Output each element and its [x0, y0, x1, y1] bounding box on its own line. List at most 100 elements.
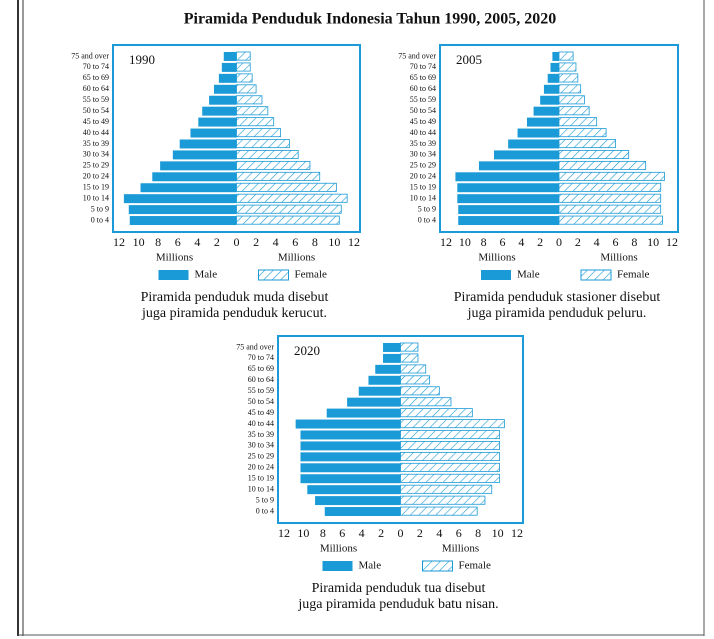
female-bar — [558, 73, 579, 83]
female-bar — [400, 484, 493, 494]
x-tick-label: 6 — [500, 235, 506, 249]
male-bar — [552, 51, 559, 61]
female-bar — [236, 193, 348, 203]
x-tick-label: 4 — [194, 235, 200, 249]
male-bar — [300, 474, 401, 484]
female-bar — [236, 95, 263, 105]
female-bar — [400, 364, 427, 374]
female-bar — [236, 150, 299, 159]
age-label: 10 to 14 — [83, 193, 109, 202]
female-bar — [236, 182, 337, 192]
male-bar — [152, 172, 237, 182]
female-bar — [236, 204, 342, 214]
x-tick-label: 10 — [297, 526, 309, 540]
age-label: 25 to 29 — [410, 161, 436, 170]
female-bar — [400, 342, 419, 352]
x-tick-label: 12 — [511, 526, 523, 540]
male-bar — [209, 95, 237, 105]
male-bar — [383, 342, 401, 352]
age-label: 40 to 44 — [248, 419, 274, 428]
x-tick-label: 6 — [339, 526, 345, 540]
male-bar — [508, 139, 559, 149]
age-label: 15 to 19 — [83, 183, 109, 192]
x-tick-label: 10 — [328, 235, 340, 249]
female-bar — [400, 473, 500, 483]
female-bar — [400, 430, 500, 440]
age-label: 0 to 4 — [418, 215, 436, 224]
female-bar — [400, 441, 500, 450]
male-bar — [458, 216, 559, 226]
x-tick-label: 8 — [320, 526, 326, 540]
age-label: 45 to 49 — [83, 117, 109, 126]
male-bar — [198, 117, 237, 127]
age-label: 35 to 39 — [410, 139, 436, 148]
x-tick-label: 2 — [417, 526, 423, 540]
male-bar — [315, 496, 401, 506]
age-label: 10 to 14 — [410, 193, 436, 202]
male-bar — [455, 172, 559, 182]
age-label: 15 to 19 — [248, 474, 274, 483]
panel-title: 1990 — [129, 52, 155, 67]
x-tick-label: 4 — [518, 235, 524, 249]
legend-label: Male — [359, 560, 382, 572]
x-axis-label: Millions — [442, 543, 479, 555]
male-bar — [358, 386, 401, 396]
age-label: 0 to 4 — [256, 506, 274, 515]
age-label: 50 to 54 — [248, 397, 274, 406]
age-label: 45 to 49 — [410, 117, 436, 126]
age-label: 30 to 34 — [410, 150, 436, 159]
x-tick-label: 6 — [613, 235, 619, 249]
female-bar — [558, 150, 630, 159]
x-tick-label: 10 — [459, 235, 471, 249]
male-bar — [375, 364, 401, 374]
age-label: 70 to 74 — [83, 62, 109, 71]
female-bar — [236, 160, 311, 170]
caption: Piramida penduduk muda disebut — [141, 290, 329, 305]
male-bar — [307, 485, 401, 495]
female-bar — [558, 62, 577, 72]
age-label: 0 to 4 — [91, 215, 109, 224]
age-label: 75 and over — [71, 51, 109, 60]
female-bar — [236, 215, 340, 225]
age-label: 50 to 54 — [83, 106, 109, 115]
female-bar — [236, 117, 275, 127]
age-label: 60 to 64 — [410, 84, 436, 93]
female-bar — [558, 128, 607, 138]
x-tick-label: 12 — [348, 235, 360, 249]
male-bar — [347, 397, 401, 407]
female-bar — [558, 51, 574, 61]
x-tick-label: 12 — [113, 235, 125, 249]
x-axis-label: Millions — [478, 252, 515, 264]
caption: juga piramida penduduk kerucut. — [141, 306, 327, 321]
age-label: 70 to 74 — [248, 353, 274, 362]
female-bar — [236, 106, 269, 116]
x-axis-label: Millions — [320, 543, 357, 555]
age-label: 75 and over — [398, 51, 436, 60]
age-label: 10 to 14 — [248, 484, 274, 493]
age-label: 65 to 69 — [248, 364, 274, 373]
male-bar — [478, 161, 559, 171]
age-label: 20 to 24 — [410, 172, 436, 181]
female-bar — [236, 139, 290, 149]
caption: Piramida penduduk tua disebut — [312, 581, 486, 596]
male-bar — [550, 62, 559, 72]
legend-swatch — [422, 560, 453, 572]
female-bar — [400, 506, 478, 516]
x-tick-label: 0 — [556, 235, 562, 249]
panel-title: 2020 — [294, 343, 320, 358]
female-bar — [236, 62, 251, 72]
legend-swatch — [580, 269, 612, 281]
x-tick-label: 4 — [273, 235, 279, 249]
x-tick-label: 8 — [155, 235, 161, 249]
plot-frame — [277, 335, 524, 524]
x-tick-label: 2 — [378, 526, 384, 540]
female-bar — [400, 462, 500, 472]
age-label: 5 to 9 — [418, 204, 436, 213]
male-bar — [140, 183, 237, 193]
male-bar — [368, 375, 401, 385]
x-tick-label: 12 — [278, 526, 290, 540]
female-bar — [400, 495, 486, 505]
age-label: 5 to 9 — [256, 495, 274, 504]
x-tick-label: 12 — [440, 235, 452, 249]
page-title: Piramida Penduduk Indonesia Tahun 1990, … — [184, 11, 557, 28]
